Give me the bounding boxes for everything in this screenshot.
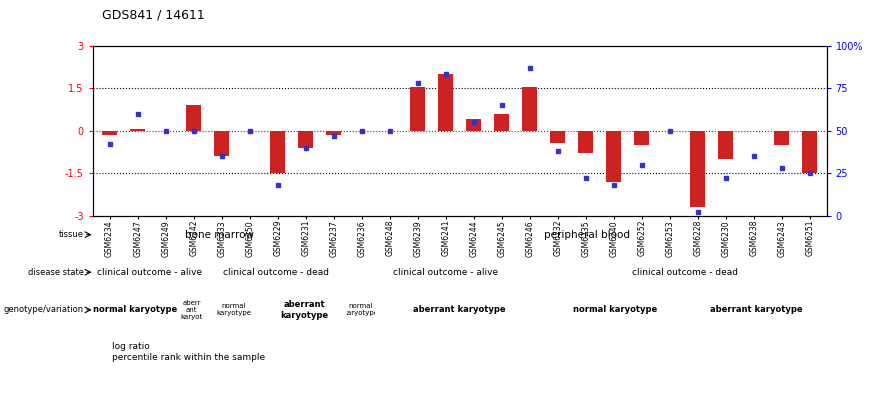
Bar: [550, 131, 566, 143]
Text: aberr
ant
karyot: aberr ant karyot: [180, 300, 202, 320]
Text: normal
karyotype: normal karyotype: [217, 303, 251, 316]
Bar: [634, 131, 650, 145]
Text: clinical outcome - dead: clinical outcome - dead: [224, 268, 329, 277]
Text: disease state: disease state: [28, 268, 84, 277]
Bar: [326, 131, 341, 135]
Bar: [774, 131, 789, 145]
Bar: [130, 129, 145, 131]
Text: GDS841 / 14611: GDS841 / 14611: [102, 9, 204, 22]
Text: tissue: tissue: [59, 230, 84, 239]
Bar: [270, 131, 286, 173]
Text: peripheral blood: peripheral blood: [544, 230, 629, 240]
Text: genotype/variation: genotype/variation: [4, 305, 84, 314]
Bar: [690, 131, 705, 207]
Text: clinical outcome - dead: clinical outcome - dead: [632, 268, 738, 277]
Bar: [578, 131, 593, 153]
Text: normal karyotype: normal karyotype: [573, 305, 657, 314]
Bar: [494, 114, 509, 131]
Bar: [522, 87, 537, 131]
Bar: [102, 131, 118, 135]
Text: aberrant karyotype: aberrant karyotype: [414, 305, 506, 314]
Bar: [718, 131, 734, 159]
Text: aberrant
karyotype: aberrant karyotype: [280, 300, 329, 320]
Bar: [410, 87, 425, 131]
Text: aberrant karyotype: aberrant karyotype: [710, 305, 803, 314]
Text: clinical outcome - alive: clinical outcome - alive: [96, 268, 202, 277]
Text: log ratio: log ratio: [112, 343, 150, 351]
Text: clinical outcome - alive: clinical outcome - alive: [393, 268, 498, 277]
Bar: [214, 131, 229, 156]
Bar: [298, 131, 313, 148]
Text: bone marrow: bone marrow: [186, 230, 255, 240]
Bar: [466, 119, 482, 131]
Bar: [606, 131, 621, 182]
Bar: [438, 74, 453, 131]
Bar: [186, 105, 202, 131]
Text: normal karyotype: normal karyotype: [93, 305, 178, 314]
Bar: [802, 131, 818, 173]
Text: percentile rank within the sample: percentile rank within the sample: [112, 354, 265, 362]
Text: normal
karyotype: normal karyotype: [343, 303, 378, 316]
